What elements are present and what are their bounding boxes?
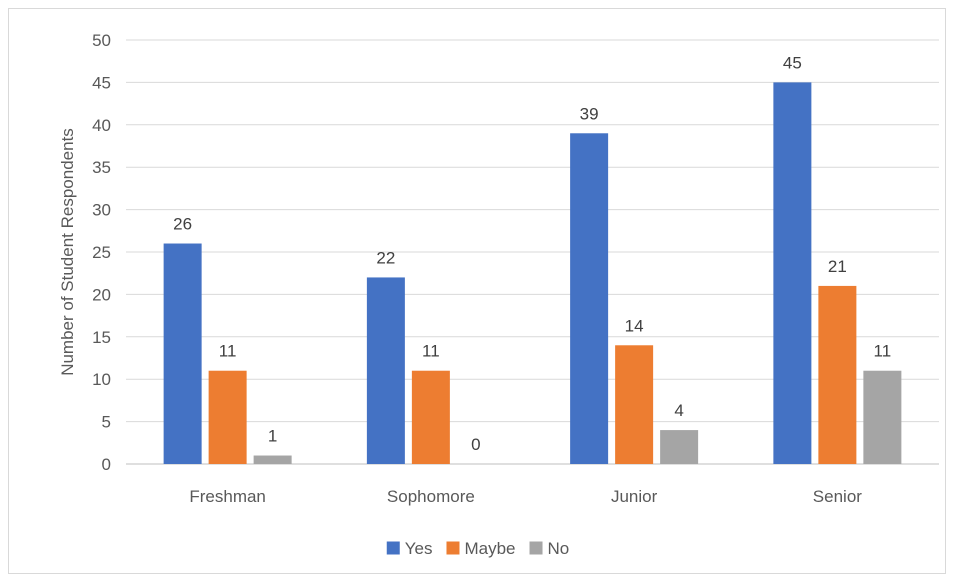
gridlines <box>126 39 939 465</box>
legend-label-yes: Yes <box>405 539 433 558</box>
data-label-senior-maybe: 21 <box>828 257 847 276</box>
y-tick-label-30: 30 <box>92 201 111 220</box>
data-label-senior-no: 11 <box>874 342 892 361</box>
data-label-junior-yes: 39 <box>580 104 599 123</box>
y-axis-title: Number of Student Respondents <box>58 128 77 376</box>
bar-freshman-yes <box>163 243 202 464</box>
y-tick-label-25: 25 <box>92 243 111 262</box>
bar-sophomore-maybe <box>411 370 450 464</box>
bar-junior-yes <box>570 133 609 464</box>
y-tick-label-5: 5 <box>102 413 111 432</box>
y-tick-label-10: 10 <box>92 370 111 389</box>
bar-junior-maybe <box>615 345 654 464</box>
data-label-sophomore-yes: 22 <box>376 248 395 267</box>
data-label-freshman-no: 1 <box>268 427 277 446</box>
data-label-senior-yes: 45 <box>783 53 802 72</box>
y-tick-label-20: 20 <box>92 285 111 304</box>
y-tick-label-35: 35 <box>92 158 111 177</box>
data-label-sophomore-maybe: 11 <box>422 342 440 361</box>
y-tick-label-50: 50 <box>92 31 111 50</box>
bar-senior-yes <box>773 82 812 465</box>
x-category-label-sophomore: Sophomore <box>387 487 475 506</box>
bar-sophomore-yes <box>366 277 405 464</box>
x-category-label-freshman: Freshman <box>189 487 266 506</box>
data-label-freshman-maybe: 11 <box>219 342 237 361</box>
data-label-sophomore-no: 0 <box>471 435 480 454</box>
y-tick-label-0: 0 <box>102 455 111 474</box>
y-axis-ticks: 0 5 10 15 20 25 30 35 40 45 50 <box>92 31 111 474</box>
y-tick-label-45: 45 <box>92 73 111 92</box>
legend-swatch-no <box>529 541 543 555</box>
legend-label-maybe: Maybe <box>464 539 515 558</box>
y-tick-label-40: 40 <box>92 116 111 135</box>
bar-freshman-maybe <box>208 370 247 464</box>
data-label-junior-no: 4 <box>674 401 683 420</box>
legend-swatch-yes <box>386 541 400 555</box>
data-label-junior-maybe: 14 <box>625 316 644 335</box>
bar-senior-no <box>863 370 902 464</box>
legend-label-no: No <box>548 539 570 558</box>
x-category-label-senior: Senior <box>813 487 862 506</box>
bar-junior-no <box>660 430 699 464</box>
x-axis-categories: Freshman Sophomore Junior Senior <box>189 487 862 506</box>
data-label-freshman-yes: 26 <box>173 215 192 234</box>
bar-freshman-no <box>253 455 292 464</box>
chart-frame: 0 5 10 15 20 25 30 35 40 45 50 26 11 1 22 11 0 39 14 4 45 21… <box>8 8 946 574</box>
legend-swatch-maybe <box>446 541 460 555</box>
x-category-label-junior: Junior <box>611 487 658 506</box>
y-tick-label-15: 15 <box>92 328 111 347</box>
bar-senior-maybe <box>818 285 857 464</box>
bars <box>163 82 902 465</box>
legend: Yes Maybe No <box>386 539 570 558</box>
